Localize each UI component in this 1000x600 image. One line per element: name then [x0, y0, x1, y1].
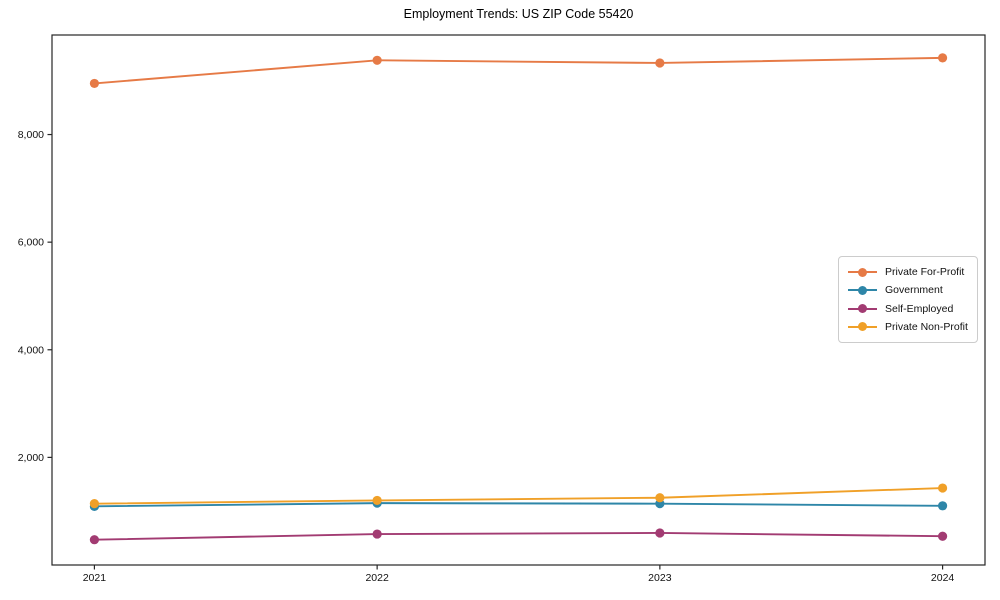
y-tick-label: 2,000 [18, 452, 44, 464]
legend-item: Private For-Profit [848, 264, 968, 280]
legend-marker-icon [848, 267, 877, 277]
x-tick-label: 2023 [648, 572, 672, 584]
data-point-private-non-profit-2023 [655, 493, 665, 503]
legend-dot-icon [858, 322, 867, 332]
legend-marker-icon [848, 285, 877, 295]
data-point-self-employed-2021 [89, 535, 100, 545]
plot-border [51, 34, 986, 566]
data-point-private-non-profit-2022 [372, 495, 382, 506]
x-tick-label: 2024 [931, 572, 955, 584]
legend-label: Government [885, 284, 943, 297]
legend-label: Private Non-Profit [885, 320, 968, 333]
legend-marker-icon [848, 322, 877, 332]
legend-label: Self-Employed [885, 302, 954, 315]
legend-dot-icon [858, 304, 867, 314]
x-tick-label: 2022 [365, 572, 389, 584]
legend-item: Government [848, 282, 968, 298]
data-point-self-employed-2022 [372, 529, 382, 539]
y-tick-label: 8,000 [18, 129, 44, 141]
legend-dot-icon [858, 285, 867, 295]
data-point-private-for-profit-2021 [89, 78, 100, 89]
data-point-self-employed-2023 [655, 528, 665, 538]
legend-label: Private For-Profit [885, 266, 965, 278]
legend-item: Private Non-Profit [848, 319, 968, 335]
data-point-private-non-profit-2021 [89, 499, 100, 509]
series-line-self-employed [94, 532, 943, 541]
data-point-government-2024 [937, 501, 948, 511]
data-point-self-employed-2024 [937, 531, 948, 541]
legend-dot-icon [858, 267, 867, 277]
data-point-private-for-profit-2024 [937, 53, 948, 63]
legend-marker-icon [848, 304, 877, 314]
series-line-private-non-profit [94, 487, 943, 505]
data-point-private-for-profit-2023 [655, 58, 665, 68]
data-point-private-non-profit-2024 [937, 483, 948, 493]
y-tick-label: 4,000 [18, 344, 44, 356]
series-line-private-for-profit [94, 56, 943, 85]
chart-title: Employment Trends: US ZIP Code 55420 [403, 7, 634, 21]
series-line-government [94, 502, 943, 508]
y-tick-label: 6,000 [18, 237, 44, 249]
x-tick-label: 2021 [83, 572, 107, 584]
chart-legend: Private For-Profit Government Self-Employe… [838, 256, 978, 343]
legend-item: Self-Employed [848, 301, 968, 317]
data-point-private-for-profit-2022 [372, 55, 382, 65]
